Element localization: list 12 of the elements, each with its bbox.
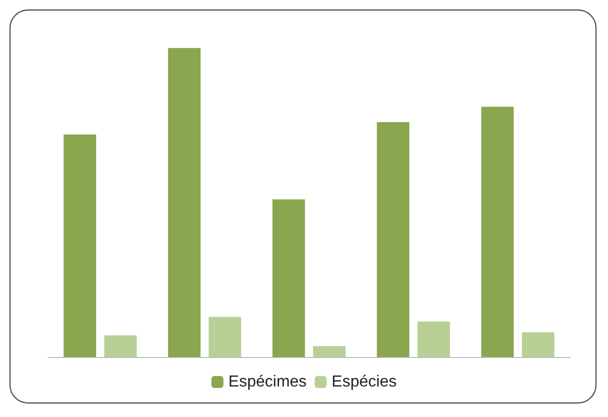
- bar: [272, 199, 305, 357]
- bar: [522, 332, 554, 357]
- legend-label: Espécies: [332, 374, 397, 390]
- bar: [104, 335, 137, 357]
- bar: [64, 134, 96, 357]
- bar: [208, 316, 242, 357]
- bar: [376, 122, 410, 357]
- bar: [417, 321, 450, 357]
- bar: [313, 346, 346, 357]
- bar: [168, 48, 201, 357]
- legend-label: Espécimes: [228, 374, 307, 390]
- bar: [481, 106, 514, 357]
